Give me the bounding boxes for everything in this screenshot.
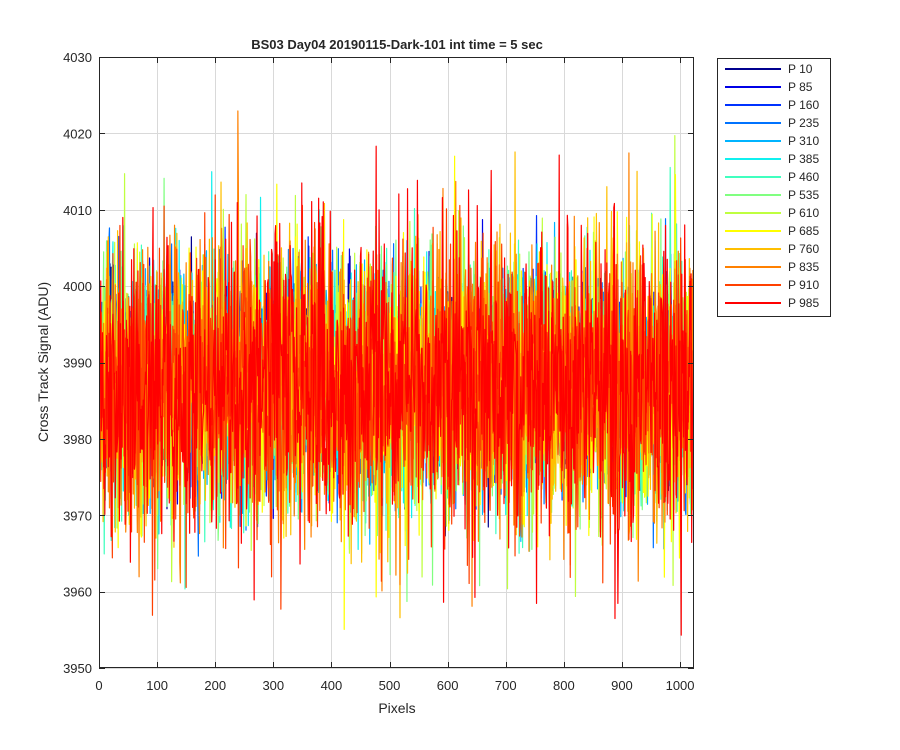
y-tick-label: 3970: [63, 508, 92, 523]
y-tick-label: 3950: [63, 661, 92, 676]
legend-label: P 85: [788, 80, 813, 94]
legend-label: P 835: [788, 260, 819, 274]
y-tick-label: 4010: [63, 203, 92, 218]
x-tick-label: 200: [204, 678, 226, 693]
x-tick-label: 900: [611, 678, 633, 693]
y-tick-label: 4030: [63, 50, 92, 65]
legend: P 10 P 85 P 160 P 235 P 310 P 385 P 460 P 535 P …: [717, 58, 831, 317]
legend-label: P 235: [788, 116, 819, 130]
axis-ticks: 0 100 200 300 400 500 600 700 800 900 1000 3950 3960…: [63, 50, 694, 693]
plot-frame: [99, 57, 694, 668]
y-tick-label: 3960: [63, 585, 92, 600]
legend-label: P 985: [788, 296, 819, 310]
y-tick-label: 3990: [63, 356, 92, 371]
legend-label: P 160: [788, 98, 819, 112]
x-tick-label: 0: [95, 678, 102, 693]
y-tick-label: 4020: [63, 126, 92, 141]
x-axis-title: Pixels: [378, 700, 415, 716]
chart-title: BS03 Day04 20190115-Dark-101 int time = …: [251, 37, 543, 52]
x-tick-label: 700: [495, 678, 517, 693]
x-tick-label: 400: [321, 678, 343, 693]
x-tick-label: 600: [437, 678, 459, 693]
legend-box: [717, 58, 831, 317]
x-tick-label: 1000: [666, 678, 695, 693]
legend-label: P 460: [788, 170, 819, 184]
y-tick-label: 3980: [63, 432, 92, 447]
x-tick-label: 300: [262, 678, 284, 693]
legend-label: P 310: [788, 134, 819, 148]
x-tick-label: 100: [146, 678, 168, 693]
legend-label: P 910: [788, 278, 819, 292]
legend-label: P 10: [788, 62, 813, 76]
x-tick-label: 800: [553, 678, 575, 693]
x-tick-label: 500: [379, 678, 401, 693]
legend-label: P 685: [788, 224, 819, 238]
legend-label: P 610: [788, 206, 819, 220]
series-line-p-985: [99, 145, 694, 636]
legend-label: P 385: [788, 152, 819, 166]
y-tick-label: 4000: [63, 279, 92, 294]
legend-label: P 760: [788, 242, 819, 256]
legend-label: P 535: [788, 188, 819, 202]
series-layer: [99, 110, 694, 636]
y-axis-title: Cross Track Signal (ADU): [35, 282, 51, 442]
